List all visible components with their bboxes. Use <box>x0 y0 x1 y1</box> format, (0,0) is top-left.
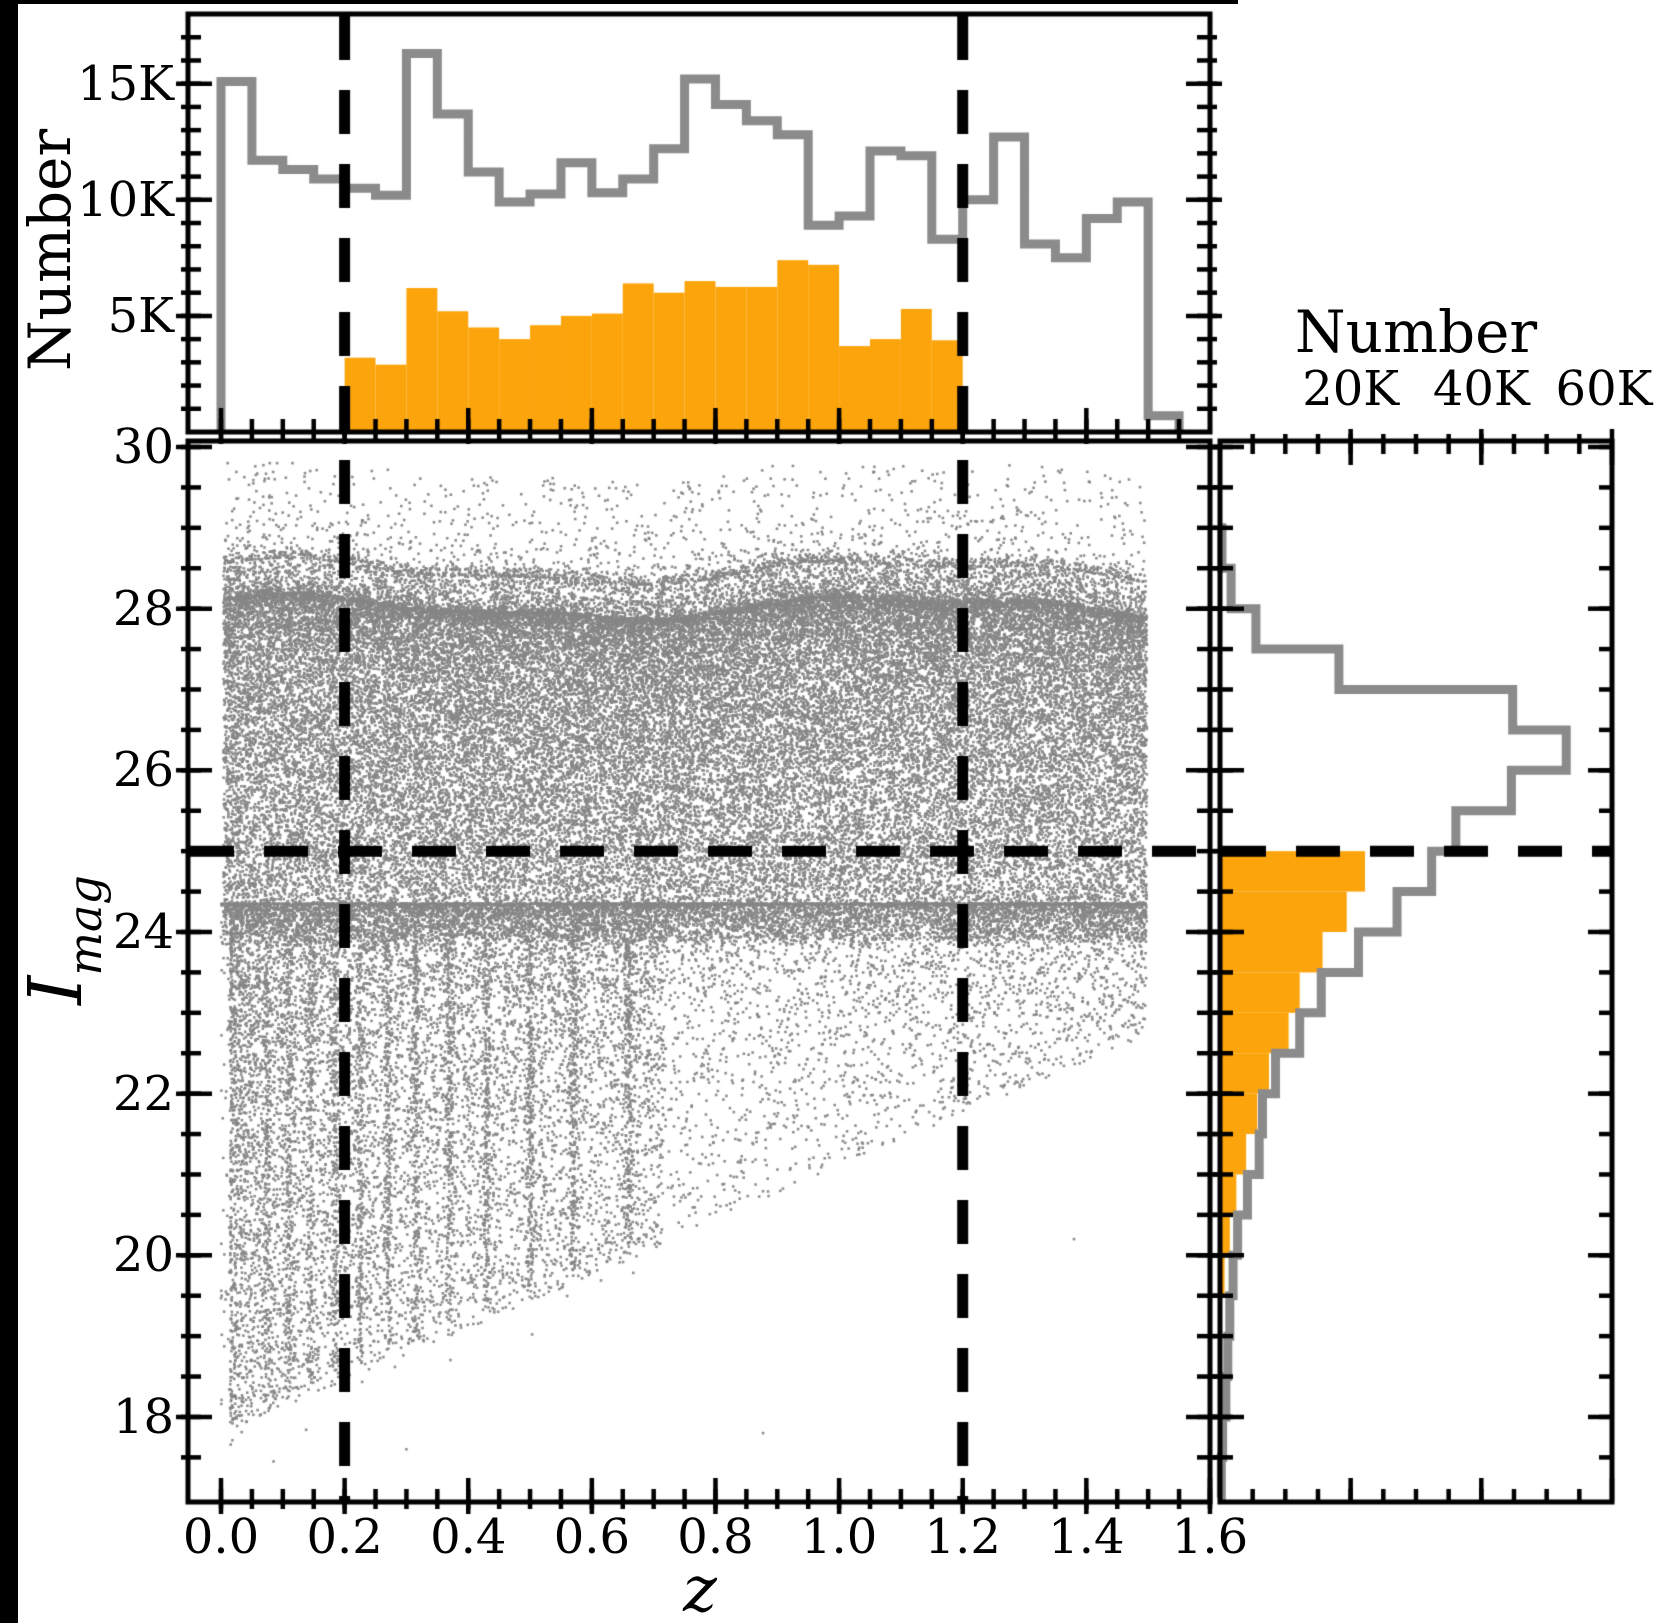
top-hist-ytick-label: 10K <box>77 171 174 228</box>
right-hist-xlabel: Number <box>1294 298 1538 366</box>
main-xtick-label: 1.0 <box>800 1509 878 1565</box>
main-xtick-label: 0.6 <box>553 1509 631 1565</box>
main-ytick-label: 26 <box>112 742 174 799</box>
main-xtick-label: 0.0 <box>182 1509 260 1565</box>
main-xtick-label: 0.2 <box>306 1509 383 1565</box>
screenshot-left-border <box>0 0 18 1623</box>
main-xlabel: z <box>683 1553 717 1623</box>
main-xtick-label: 0.4 <box>430 1509 507 1565</box>
main-xtick-label: 0.8 <box>677 1509 754 1565</box>
top-hist-ytick-label: 15K <box>77 55 174 112</box>
main-ylabel-subscript: mag <box>58 875 112 976</box>
right-hist-xtick-label: 40K <box>1432 361 1530 417</box>
main-ytick-label: 24 <box>112 903 174 960</box>
main-xtick-label: 1.2 <box>924 1509 1001 1565</box>
main-ylabel-base: I <box>13 975 99 1005</box>
top-hist-ytick-label: 5K <box>107 287 174 344</box>
main-xtick-label: 1.6 <box>1171 1509 1249 1565</box>
main-ylabel: Imag <box>13 875 112 1005</box>
right-hist-xtick-label: 20K <box>1302 361 1400 417</box>
main-xtick-label: 1.4 <box>1048 1509 1125 1565</box>
main-ytick-label: 22 <box>112 1065 174 1122</box>
right-hist-xtick-label: 60K <box>1555 361 1653 417</box>
main-ytick-label: 18 <box>112 1388 174 1445</box>
main-ytick-label: 30 <box>112 419 174 475</box>
top-hist-ylabel: Number <box>16 128 84 372</box>
main-ytick-label: 20 <box>112 1227 174 1284</box>
screenshot-top-border <box>0 0 1238 4</box>
main-ytick-label: 28 <box>112 580 174 637</box>
